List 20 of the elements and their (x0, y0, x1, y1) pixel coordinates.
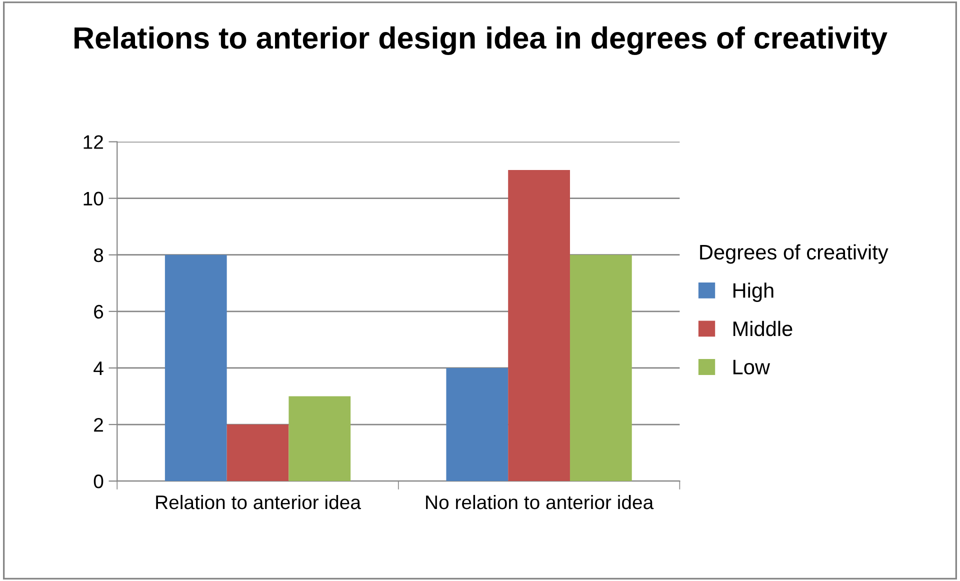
y-tick-label: 0 (94, 474, 104, 488)
x-tick-label: Relation to anterior idea (156, 494, 361, 510)
y-tick-label: 12 (84, 135, 103, 149)
y-tick-label: 4 (94, 362, 104, 376)
bar (508, 170, 570, 482)
y-tick-label: 10 (84, 192, 104, 206)
bar (446, 368, 508, 482)
bar (288, 396, 351, 482)
y-tick-label: 2 (94, 418, 103, 432)
legend-label: High (733, 282, 774, 302)
chart-title: Relations to anterior design idea in degrees of creativity (74, 26, 888, 55)
bar (570, 254, 632, 482)
legend-title: Degrees of creativity (700, 244, 888, 264)
x-tick-label: No relation to anterior idea (426, 494, 654, 510)
y-tick-label: 6 (94, 304, 104, 319)
y-tick-label: 8 (94, 248, 104, 262)
legend-label: Middle (733, 320, 792, 336)
legend-label: Low (733, 360, 770, 374)
bar (164, 254, 227, 482)
bar (226, 424, 289, 482)
